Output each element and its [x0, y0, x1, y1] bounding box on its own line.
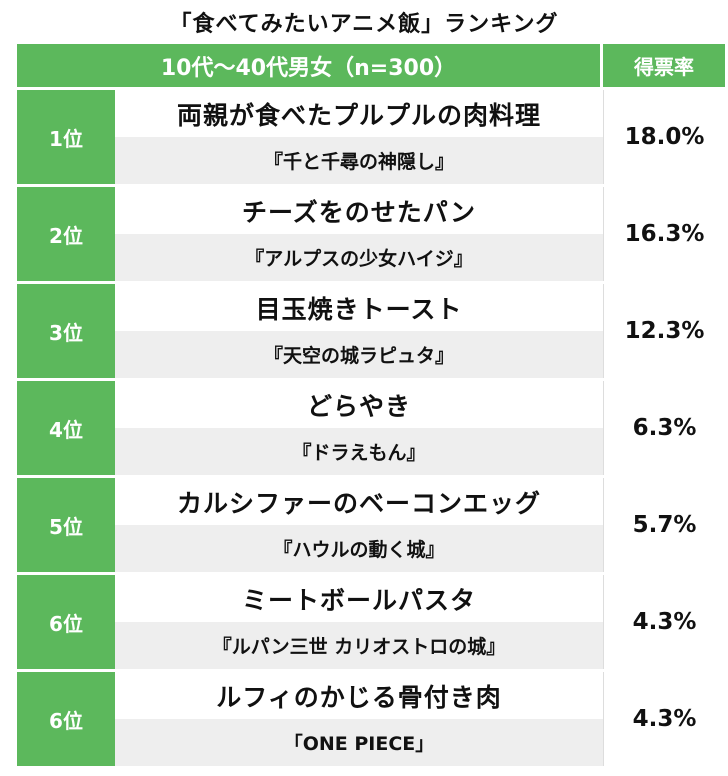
table-row: 3位 目玉焼きトースト 『天空の城ラピュタ』 12.3% [17, 281, 725, 378]
food-cell: チーズをのせたパン [115, 187, 603, 234]
rank-cell: 3位 [17, 284, 115, 378]
anime-cell: 『ルパン三世 カリオストロの城』 [115, 622, 603, 669]
table-row: 4位 どらやき 『ドラえもん』 6.3% [17, 378, 725, 475]
vote-rate-cell: 12.3% [603, 284, 725, 378]
vote-rate-cell: 18.0% [603, 90, 725, 184]
table-row: 6位 ルフィのかじる骨付き肉 「ONE PIECE」 4.3% [17, 669, 725, 766]
anime-cell: 「ONE PIECE」 [115, 719, 603, 766]
table-row: 1位 両親が食べたプルプルの肉料理 『千と千尋の神隠し』 18.0% [17, 87, 725, 184]
food-cell: 目玉焼きトースト [115, 284, 603, 331]
vote-rate-cell: 16.3% [603, 187, 725, 281]
anime-cell: 『ハウルの動く城』 [115, 525, 603, 572]
ranking-table: 10代〜40代男女（n=300） 得票率 1位 両親が食べたプルプルの肉料理 『… [17, 44, 725, 766]
vote-rate-cell: 6.3% [603, 381, 725, 475]
table-row: 2位 チーズをのせたパン 『アルプスの少女ハイジ』 16.3% [17, 184, 725, 281]
header-group: 10代〜40代男女（n=300） [17, 44, 603, 87]
food-cell: 両親が食べたプルプルの肉料理 [115, 90, 603, 137]
food-cell: どらやき [115, 381, 603, 428]
anime-cell: 『アルプスの少女ハイジ』 [115, 234, 603, 281]
chart-title: 「食べてみたいアニメ飯」ランキング [169, 12, 559, 37]
food-cell: ミートボールパスタ [115, 575, 603, 622]
table-header: 10代〜40代男女（n=300） 得票率 [17, 44, 725, 87]
table-row: 5位 カルシファーのベーコンエッグ 『ハウルの動く城』 5.7% [17, 475, 725, 572]
rank-cell: 1位 [17, 90, 115, 184]
anime-cell: 『天空の城ラピュタ』 [115, 331, 603, 378]
anime-cell: 『ドラえもん』 [115, 428, 603, 475]
rank-cell: 5位 [17, 478, 115, 572]
table-row: 6位 ミートボールパスタ 『ルパン三世 カリオストロの城』 4.3% [17, 572, 725, 669]
vote-rate-cell: 4.3% [603, 672, 725, 766]
vote-rate-cell: 5.7% [603, 478, 725, 572]
rank-cell: 6位 [17, 575, 115, 669]
vote-rate-cell: 4.3% [603, 575, 725, 669]
food-cell: ルフィのかじる骨付き肉 [115, 672, 603, 719]
header-vote-rate: 得票率 [603, 44, 725, 87]
food-cell: カルシファーのベーコンエッグ [115, 478, 603, 525]
anime-cell: 『千と千尋の神隠し』 [115, 137, 603, 184]
rank-cell: 6位 [17, 672, 115, 766]
rank-cell: 4位 [17, 381, 115, 475]
rank-cell: 2位 [17, 187, 115, 281]
